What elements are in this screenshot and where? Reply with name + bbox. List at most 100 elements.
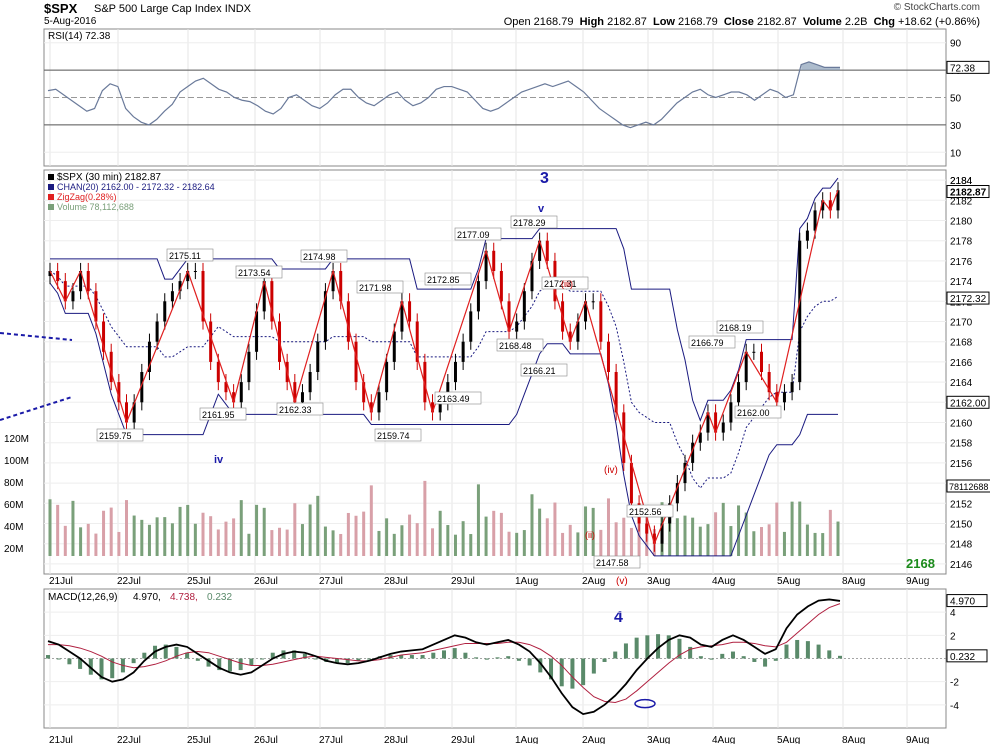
volume-bar: [94, 533, 98, 556]
volume-bar: [117, 531, 121, 556]
volume-bar: [591, 507, 595, 556]
macd-histogram-bar: [46, 655, 50, 659]
volume-bar: [828, 509, 832, 556]
candle-body: [385, 361, 389, 393]
candle-body: [56, 271, 60, 282]
low-label: Low: [652, 16, 675, 28]
volume-bar: [522, 530, 526, 556]
rsi-line: [47, 61, 840, 129]
volume-bar: [599, 529, 603, 556]
volume-bar: [737, 505, 741, 556]
price-y-tick: 2152: [950, 499, 973, 510]
volume-bar: [492, 510, 496, 556]
volume-bar: [224, 521, 228, 556]
candle-body: [79, 271, 83, 292]
candle-body: [568, 331, 572, 342]
macd-histogram-bar: [249, 658, 254, 666]
candle-body: [109, 351, 113, 383]
macd-histogram-bar: [452, 648, 457, 659]
quote-summary: Open 2168.79 High 2182.87 Low 2168.79 Cl…: [504, 16, 980, 28]
point-label: 2173.54: [238, 268, 271, 278]
candle-body: [331, 271, 335, 292]
macd-line: [47, 598, 841, 716]
point-label-box: [276, 402, 324, 416]
volume-y-tick: 20M: [4, 544, 23, 555]
candle-body: [813, 210, 817, 231]
candle-body: [316, 341, 320, 372]
macd-y-tick: 4: [950, 608, 956, 619]
macd-histogram-bar: [516, 658, 521, 661]
candle-body: [499, 271, 503, 302]
candle-body: [775, 392, 779, 403]
close-value: 2182.87: [756, 16, 797, 28]
volume-bar: [561, 532, 565, 556]
point-label-box: [356, 280, 404, 294]
x-tick-label: 28Jul: [384, 576, 408, 587]
wave-label: (iv): [604, 465, 618, 476]
volume-bar: [270, 530, 274, 556]
volume-bar: [71, 500, 75, 556]
macd-histogram-bar: [388, 655, 393, 659]
x-tick-label: 21Jul: [49, 576, 73, 587]
volume-bar: [316, 495, 320, 556]
macd-legend-signal: 4.738,: [170, 592, 198, 603]
price-y-tick: 2174: [950, 277, 973, 288]
candle-body: [86, 271, 90, 292]
volume-bar: [125, 500, 129, 556]
volume-bar: [63, 525, 67, 556]
x-tick-label-bottom: 26Jul: [254, 735, 278, 744]
candle-body: [660, 523, 664, 544]
macd-histogram-bar: [602, 658, 607, 662]
chart-header: $SPX S&P 500 Large Cap Index INDX 5-Aug-…: [0, 0, 990, 28]
close-label: Close: [723, 16, 754, 28]
rsi-value-tag-text: 72.38: [950, 63, 975, 74]
point-label-box: [688, 335, 736, 349]
candle-body: [591, 301, 595, 303]
point-label-box: [716, 320, 764, 334]
price-y-tick: 2176: [950, 257, 973, 268]
volume-bar: [415, 523, 419, 556]
macd-histogram-bar: [656, 634, 661, 659]
price-y-tick: 2184: [950, 176, 973, 187]
candle-body: [530, 260, 534, 292]
price-y-tick: 2182: [950, 196, 973, 207]
rsi-y-tick: 10: [950, 148, 962, 159]
macd-histogram-bar: [99, 658, 104, 680]
wave-label: (iii): [561, 279, 573, 289]
candle-body: [247, 351, 251, 383]
point-label: 2177.09: [457, 230, 490, 240]
macd-y-tick: 2: [950, 631, 956, 642]
macd-histogram-bar: [270, 652, 275, 659]
volume-bar: [48, 499, 52, 556]
candle-body: [117, 382, 121, 403]
macd-histogram-bar: [784, 644, 789, 659]
macd-histogram-bar: [420, 655, 425, 659]
volume-bar: [323, 526, 327, 556]
candle-body: [354, 341, 358, 383]
point-label: 2147.58: [596, 558, 629, 568]
volume-bar: [614, 522, 618, 556]
volume-bar: [553, 502, 557, 556]
volume-bar: [209, 516, 213, 556]
candle-body: [293, 382, 297, 403]
candle-body: [423, 361, 427, 403]
volume-y-tick: 60M: [4, 500, 23, 511]
x-tick-label-bottom: 25Jul: [187, 735, 211, 744]
volume-bar: [729, 526, 733, 556]
volume-bar: [247, 533, 251, 556]
x-tick-label-bottom: 28Jul: [384, 735, 408, 744]
point-label-box: [424, 272, 472, 286]
x-tick-label: 5Aug: [777, 576, 800, 587]
point-label: 2172.31: [544, 279, 577, 289]
macd-histogram-bar: [623, 643, 628, 659]
volume-bar: [300, 524, 304, 556]
price-legend-item: ZigZag(0.28%): [57, 192, 117, 202]
volume-tag: 78112688: [949, 482, 988, 492]
macd-histogram-bar: [313, 658, 318, 660]
volume-bar: [530, 494, 534, 556]
macd-histogram-bar: [195, 658, 200, 661]
candle-body: [232, 392, 236, 403]
candle-body: [63, 281, 67, 302]
candle-body: [584, 301, 588, 322]
candle-body: [438, 402, 442, 413]
